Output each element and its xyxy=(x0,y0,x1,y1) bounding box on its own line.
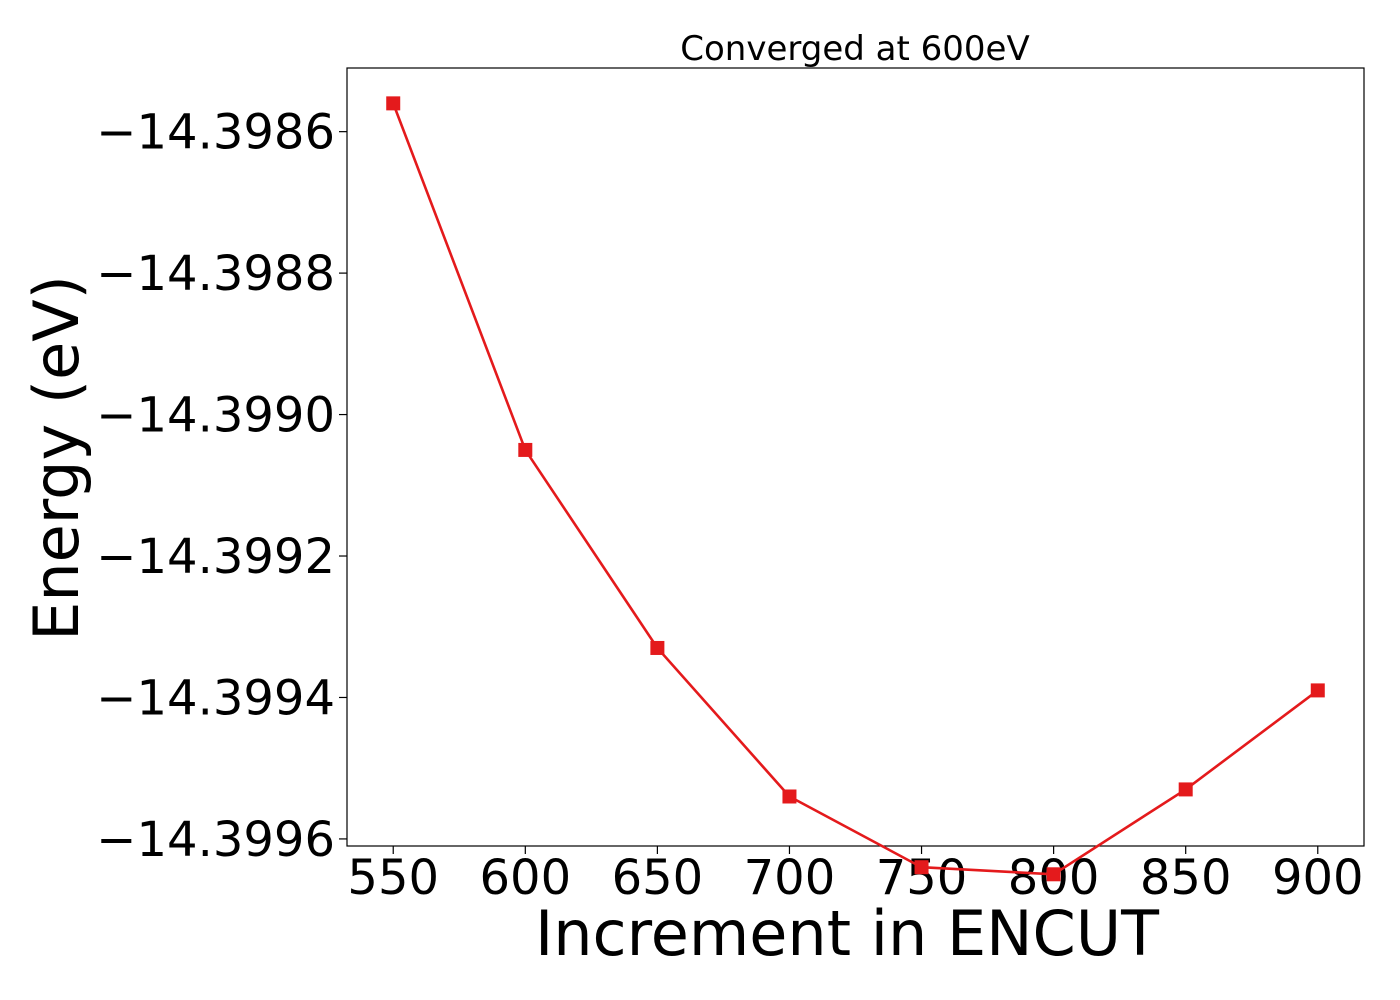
data-point-marker xyxy=(1310,683,1325,698)
x-tick-label: 900 xyxy=(1272,850,1364,906)
series-layer xyxy=(386,96,1325,882)
x-tick-label: 700 xyxy=(744,850,836,906)
y-tick-label: −14.3986 xyxy=(96,105,335,161)
data-point-marker xyxy=(518,442,533,457)
data-point-marker xyxy=(914,860,929,875)
y-axis-ticks: −14.3986 −14.3988 −14.3990 −14.3992 −14.3994… xyxy=(96,105,347,868)
y-tick-label: −14.3992 xyxy=(96,529,335,585)
data-point-marker xyxy=(1178,782,1193,797)
x-tick-label: 750 xyxy=(876,850,968,906)
x-axis-ticks: 550600650700750800850900 xyxy=(347,846,1364,906)
plot-frame xyxy=(346,67,1365,847)
data-point-marker xyxy=(650,640,665,655)
x-tick-label: 650 xyxy=(612,850,704,906)
data-point-marker xyxy=(386,96,401,111)
y-axis-label: Energy (eV) xyxy=(20,275,93,641)
data-point-marker xyxy=(1046,867,1061,882)
y-tick-label: −14.3988 xyxy=(96,246,335,302)
y-tick-label: −14.3996 xyxy=(96,812,335,868)
data-point-marker xyxy=(782,789,797,804)
x-axis-label: Increment in ENCUT xyxy=(535,897,1160,970)
y-tick-label: −14.3990 xyxy=(96,388,335,444)
x-tick-label: 850 xyxy=(1140,850,1232,906)
y-tick-label: −14.3994 xyxy=(96,670,335,726)
series-line xyxy=(392,102,1319,876)
x-tick-label: 550 xyxy=(347,850,439,906)
chart-title: Converged at 600eV xyxy=(680,29,1029,69)
x-tick-label: 600 xyxy=(479,850,571,906)
